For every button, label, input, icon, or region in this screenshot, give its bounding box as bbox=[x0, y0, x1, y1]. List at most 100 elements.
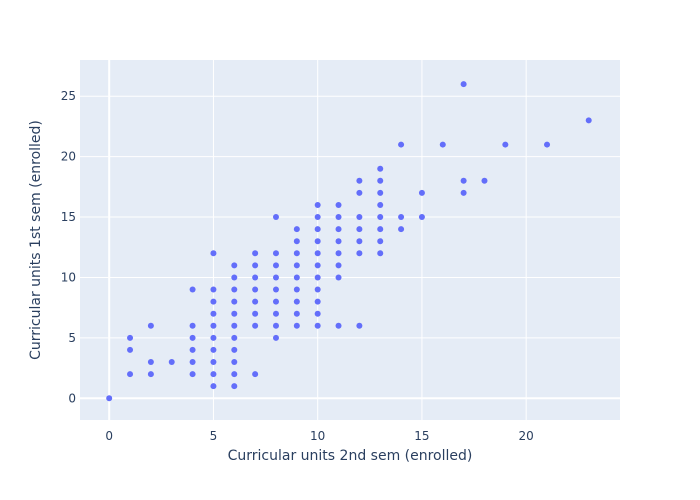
data-point bbox=[252, 286, 259, 293]
data-point bbox=[231, 274, 238, 281]
x-axis-title: Curricular units 2nd sem (enrolled) bbox=[228, 448, 473, 464]
x-tick-label: 15 bbox=[414, 429, 429, 443]
data-point bbox=[231, 262, 238, 269]
data-point bbox=[356, 189, 363, 196]
data-point bbox=[272, 286, 279, 293]
data-point bbox=[293, 226, 300, 233]
data-point bbox=[252, 250, 259, 257]
data-point bbox=[377, 238, 384, 245]
data-point bbox=[272, 262, 279, 269]
y-tick-label: 5 bbox=[68, 331, 76, 345]
data-point bbox=[272, 274, 279, 281]
data-point bbox=[147, 371, 154, 378]
data-point bbox=[231, 310, 238, 317]
data-point bbox=[377, 250, 384, 257]
tick-labels: 0 5 10 15 20 0 5 10 15 20 25 bbox=[61, 89, 534, 443]
data-point bbox=[314, 201, 321, 208]
data-point bbox=[314, 286, 321, 293]
data-point bbox=[293, 310, 300, 317]
data-point bbox=[356, 177, 363, 184]
data-point bbox=[168, 359, 175, 366]
data-point bbox=[293, 238, 300, 245]
y-axis-title: Curricular units 1st sem (enrolled) bbox=[28, 120, 44, 360]
data-point bbox=[252, 298, 259, 305]
data-point bbox=[356, 238, 363, 245]
data-point bbox=[356, 250, 363, 257]
data-point bbox=[335, 226, 342, 233]
data-point bbox=[272, 298, 279, 305]
data-point bbox=[356, 226, 363, 233]
data-point bbox=[314, 298, 321, 305]
data-point bbox=[377, 177, 384, 184]
data-point bbox=[418, 189, 425, 196]
data-point bbox=[314, 310, 321, 317]
data-point bbox=[210, 286, 217, 293]
plot-area bbox=[80, 60, 620, 420]
data-point bbox=[189, 371, 196, 378]
data-point bbox=[335, 274, 342, 281]
data-point bbox=[502, 141, 509, 148]
data-points bbox=[106, 81, 592, 402]
data-point bbox=[252, 262, 259, 269]
data-point bbox=[210, 310, 217, 317]
data-point bbox=[231, 298, 238, 305]
data-point bbox=[314, 322, 321, 329]
data-point bbox=[231, 371, 238, 378]
data-point bbox=[189, 359, 196, 366]
data-point bbox=[544, 141, 551, 148]
data-point bbox=[398, 214, 405, 221]
data-point bbox=[314, 262, 321, 269]
data-point bbox=[252, 322, 259, 329]
y-tick-label: 15 bbox=[61, 210, 76, 224]
data-point bbox=[210, 334, 217, 341]
data-point bbox=[231, 383, 238, 390]
data-point bbox=[210, 250, 217, 257]
data-point bbox=[127, 346, 134, 353]
data-point bbox=[272, 250, 279, 257]
data-point bbox=[231, 346, 238, 353]
data-point bbox=[335, 238, 342, 245]
data-point bbox=[252, 310, 259, 317]
data-point bbox=[210, 359, 217, 366]
data-point bbox=[293, 262, 300, 269]
data-point bbox=[356, 214, 363, 221]
data-point bbox=[210, 298, 217, 305]
data-point bbox=[252, 274, 259, 281]
data-point bbox=[293, 286, 300, 293]
data-point bbox=[127, 371, 134, 378]
data-point bbox=[189, 286, 196, 293]
x-tick-label: 20 bbox=[519, 429, 534, 443]
data-point bbox=[293, 322, 300, 329]
data-point bbox=[231, 334, 238, 341]
data-point bbox=[377, 201, 384, 208]
data-point bbox=[272, 334, 279, 341]
data-point bbox=[418, 214, 425, 221]
data-point bbox=[377, 214, 384, 221]
data-point bbox=[460, 189, 467, 196]
data-point bbox=[106, 395, 113, 402]
data-point bbox=[481, 177, 488, 184]
data-point bbox=[377, 165, 384, 172]
data-point bbox=[314, 214, 321, 221]
data-point bbox=[314, 226, 321, 233]
data-point bbox=[335, 322, 342, 329]
y-tick-label: 0 bbox=[68, 391, 76, 405]
data-point bbox=[377, 189, 384, 196]
data-point bbox=[147, 359, 154, 366]
data-point bbox=[335, 201, 342, 208]
data-point bbox=[231, 286, 238, 293]
data-point bbox=[272, 214, 279, 221]
y-tick-label: 20 bbox=[61, 150, 76, 164]
data-point bbox=[293, 274, 300, 281]
data-point bbox=[272, 310, 279, 317]
data-point bbox=[356, 322, 363, 329]
gridlines bbox=[80, 60, 620, 420]
x-tick-label: 10 bbox=[310, 429, 325, 443]
data-point bbox=[398, 226, 405, 233]
data-point bbox=[335, 214, 342, 221]
data-point bbox=[293, 298, 300, 305]
data-point bbox=[210, 346, 217, 353]
data-point bbox=[585, 117, 592, 124]
data-point bbox=[460, 177, 467, 184]
